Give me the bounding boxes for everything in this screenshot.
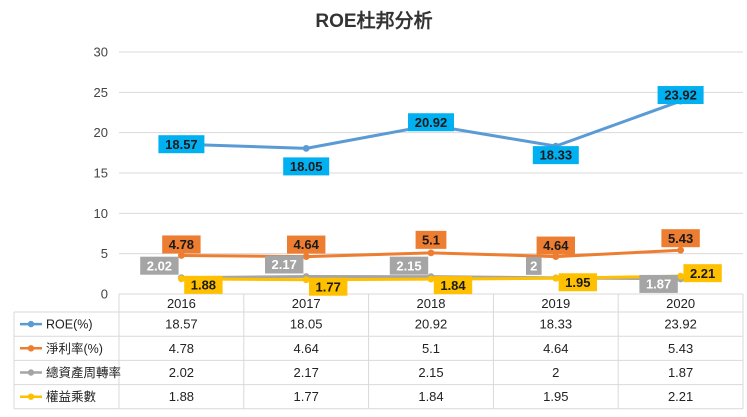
category-label: 2020 <box>666 296 695 311</box>
data-label-box <box>287 235 326 254</box>
data-point <box>178 275 185 283</box>
data-point <box>302 253 310 260</box>
data-label: 4.78 <box>169 237 194 252</box>
data-label-box <box>526 256 542 275</box>
y-tick-label: 0 <box>101 287 108 302</box>
data-point <box>427 275 435 283</box>
table-cell: 1.88 <box>169 389 194 404</box>
data-point <box>427 249 435 257</box>
table-cell: 5.43 <box>668 341 693 356</box>
y-tick-label: 30 <box>94 45 108 60</box>
table-row-label: 權益乘數 <box>46 390 97 404</box>
data-label: 1.77 <box>316 279 341 294</box>
data-point <box>677 246 684 254</box>
data-label-box <box>162 235 201 254</box>
data-point <box>302 276 310 284</box>
data-table: ROE(%) 18.57 18.05 20.92 18.33 23.92 淨利率(%) 4.7… <box>13 293 744 410</box>
data-label: 18.57 <box>165 137 198 152</box>
data-point <box>552 253 560 260</box>
data-label-box <box>558 273 597 292</box>
y-axis: 0 5 10 15 20 25 30 <box>94 45 108 302</box>
data-label-box <box>433 276 473 295</box>
table-cell: 2 <box>552 365 559 380</box>
data-label: 4.64 <box>294 237 320 252</box>
data-label: 5.43 <box>668 231 693 246</box>
table-cell: 1.77 <box>294 389 319 404</box>
data-label: 1.88 <box>191 277 216 292</box>
data-point <box>178 252 185 259</box>
table-cell: 2.21 <box>668 389 693 404</box>
data-label: 2.15 <box>396 258 421 273</box>
legend-marker <box>27 320 35 328</box>
table-cell: 4.64 <box>294 341 319 356</box>
y-tick-label: 15 <box>94 166 108 181</box>
table-cell: 18.33 <box>540 317 573 332</box>
chart-title: ROE杜邦分析 <box>315 9 432 32</box>
table-cell: 1.95 <box>543 389 568 404</box>
data-label: 2 <box>530 258 537 273</box>
data-label: 18.05 <box>290 159 323 174</box>
data-label: 5.1 <box>422 232 440 247</box>
data-label-box <box>140 256 179 275</box>
data-label-box <box>415 230 447 249</box>
category-label: 2019 <box>541 296 570 311</box>
table-cell: 18.57 <box>165 317 198 332</box>
table-cell: 2.17 <box>294 365 319 380</box>
category-label: 2017 <box>292 296 321 311</box>
data-label-box <box>309 277 348 296</box>
table-cell: 5.1 <box>422 341 440 356</box>
data-label-box <box>265 255 304 274</box>
data-label: 2.02 <box>147 258 172 273</box>
data-label-box <box>639 274 678 293</box>
data-label: 2.21 <box>690 266 715 281</box>
table-cell: 4.64 <box>543 341 568 356</box>
table-cell: 2.15 <box>418 365 443 380</box>
data-label: 1.84 <box>440 278 466 293</box>
data-label-box <box>389 256 429 275</box>
table-cell: 1.84 <box>418 389 443 404</box>
data-label-box <box>283 157 330 176</box>
legend-marker <box>27 393 35 400</box>
data-label-box <box>536 236 575 255</box>
table-row-label: 淨利率(%) <box>46 341 103 356</box>
table-cell: 4.78 <box>169 341 194 356</box>
table-cell: 18.05 <box>290 317 323 332</box>
data-label-box <box>158 135 205 154</box>
category-label: 2018 <box>417 296 446 311</box>
data-label-box <box>408 113 454 132</box>
table-cell: 1.87 <box>668 365 693 380</box>
x-axis-categories: 2016 2017 2018 2019 2020 <box>167 296 695 311</box>
data-point <box>552 274 560 282</box>
gridlines <box>119 51 743 295</box>
legend-marker <box>27 369 35 376</box>
y-tick-label: 5 <box>101 246 108 261</box>
data-label-box <box>661 229 700 248</box>
data-label: 20.92 <box>415 115 448 130</box>
table-cell: 20.92 <box>415 317 448 332</box>
data-label-box <box>184 275 223 294</box>
data-point <box>302 144 310 152</box>
data-label-box <box>532 146 579 165</box>
table-row-label: ROE(%) <box>46 318 93 332</box>
table-row-label: 總資產周轉率 <box>46 365 121 380</box>
data-label: 23.92 <box>664 88 697 103</box>
table-cell: 2.02 <box>169 365 194 380</box>
data-point <box>677 272 684 280</box>
data-label-box <box>683 264 722 283</box>
y-tick-label: 25 <box>94 85 108 100</box>
data-label: 4.64 <box>543 238 569 253</box>
legend-marker <box>27 345 35 352</box>
data-label-box <box>657 86 704 105</box>
series-layer <box>178 97 684 284</box>
y-tick-label: 20 <box>94 125 108 140</box>
data-label: 1.87 <box>646 277 671 292</box>
data-labels-layer: 2.02 2.17 2.15 2 1.87 1.88 1.77 1.84 1.95 2.21 4.7… <box>140 86 722 296</box>
data-label: 18.33 <box>540 148 573 163</box>
data-label: 2.17 <box>272 257 297 272</box>
category-label: 2016 <box>167 296 196 311</box>
data-label: 1.95 <box>565 275 590 290</box>
table-cell: 23.92 <box>664 317 697 332</box>
y-tick-label: 10 <box>94 206 108 221</box>
